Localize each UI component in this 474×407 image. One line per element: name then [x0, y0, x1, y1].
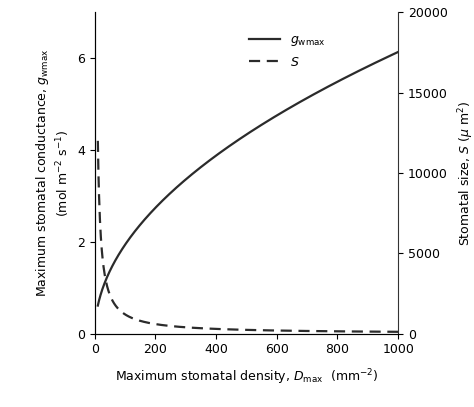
X-axis label: Maximum stomatal density, $D_{\rm max}$  (mm$^{-2}$): Maximum stomatal density, $D_{\rm max}$ …	[115, 368, 378, 387]
Y-axis label: Stomatal size, $S$ ($\mu$ m$^{2}$): Stomatal size, $S$ ($\mu$ m$^{2}$)	[456, 101, 474, 245]
Y-axis label: Maximum stomatal conductance, $g_{\rm wmax}$
(mol m$^{-2}$ s$^{-1}$): Maximum stomatal conductance, $g_{\rm wm…	[34, 49, 72, 297]
Legend: $g_{\rm wmax}$, $S$: $g_{\rm wmax}$, $S$	[244, 28, 331, 74]
